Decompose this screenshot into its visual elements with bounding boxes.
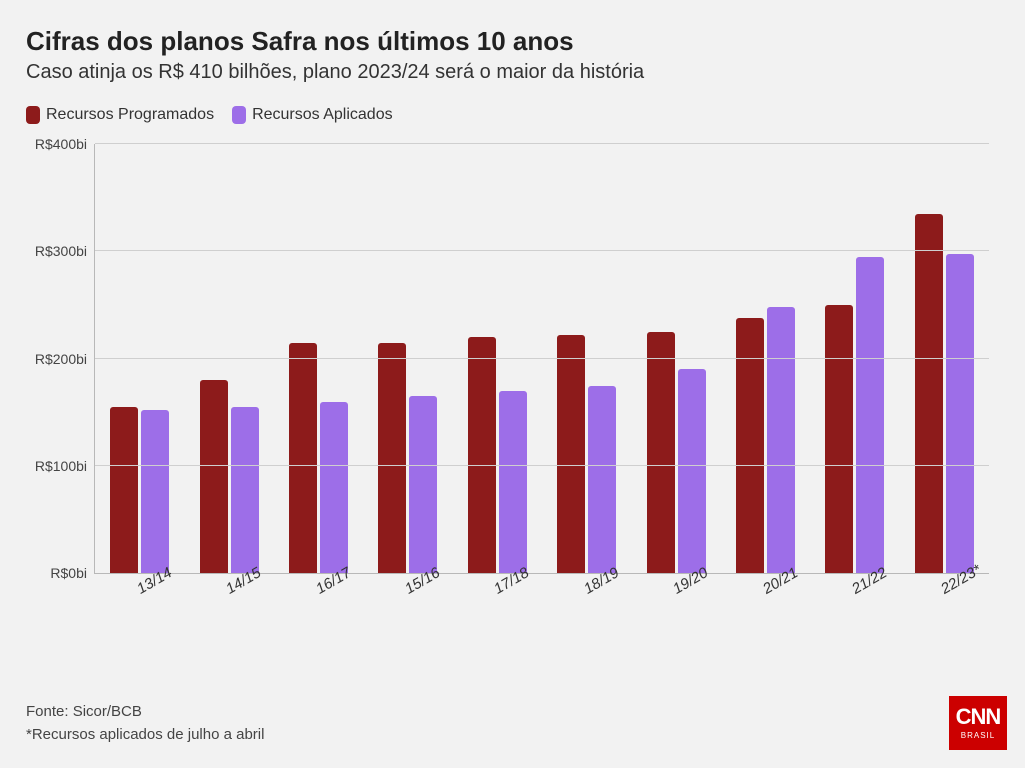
chart-footer: Fonte: Sicor/BCB *Recursos aplicados de … (26, 701, 264, 746)
footer-note: *Recursos aplicados de julho a abril (26, 724, 264, 747)
chart-container: Cifras dos planos Safra nos últimos 10 a… (0, 0, 1025, 768)
bar-programados (378, 343, 406, 574)
legend-swatch-aplicados (232, 106, 246, 124)
bar-aplicados (767, 307, 795, 573)
bars-area: 13/1414/1516/1715/1617/1818/1919/2020/21… (95, 144, 989, 573)
x-axis-label: 17/18 (491, 564, 532, 597)
gridline (95, 250, 989, 251)
y-axis-label: R$0bi (50, 565, 95, 581)
brand-main-text: CNN (956, 706, 1001, 728)
bar-programados (736, 318, 764, 573)
bar-aplicados (678, 369, 706, 573)
bar-programados (110, 407, 138, 573)
brand-sub-text: BRASIL (961, 731, 995, 740)
bar-group: 18/19 (542, 144, 631, 573)
gridline (95, 358, 989, 359)
bar-programados (557, 335, 585, 573)
bar-group: 20/21 (721, 144, 810, 573)
bar-group: 13/14 (95, 144, 184, 573)
legend-swatch-programados (26, 106, 40, 124)
legend-label-aplicados: Recursos Aplicados (252, 106, 393, 124)
bar-aplicados (499, 391, 527, 573)
bar-group: 21/22 (810, 144, 899, 573)
legend: Recursos Programados Recursos Aplicados (26, 106, 999, 124)
bar-programados (200, 380, 228, 573)
chart-subtitle: Caso atinja os R$ 410 bilhões, plano 202… (26, 61, 999, 84)
bar-aplicados (231, 407, 259, 573)
bar-aplicados (320, 402, 348, 574)
gridline (95, 143, 989, 144)
bar-aplicados (588, 386, 616, 574)
bar-group: 22/23* (900, 144, 989, 573)
legend-item-aplicados: Recursos Aplicados (232, 106, 393, 124)
bar-programados (915, 214, 943, 573)
chart-title: Cifras dos planos Safra nos últimos 10 a… (26, 26, 999, 57)
chart-plot-wrap: 13/1414/1516/1715/1617/1818/1919/2020/21… (26, 134, 999, 634)
y-axis-label: R$100bi (35, 458, 95, 474)
bar-group: 16/17 (274, 144, 363, 573)
bar-group: 14/15 (184, 144, 273, 573)
bar-programados (825, 305, 853, 573)
y-axis-label: R$300bi (35, 243, 95, 259)
y-axis-label: R$400bi (35, 136, 95, 152)
chart-plot: 13/1414/1516/1715/1617/1818/1919/2020/21… (94, 144, 989, 574)
bar-aplicados (141, 410, 169, 573)
bar-programados (468, 337, 496, 573)
y-axis-label: R$200bi (35, 351, 95, 367)
bar-group: 19/20 (631, 144, 720, 573)
bar-programados (289, 343, 317, 574)
bar-group: 15/16 (363, 144, 452, 573)
bar-group: 17/18 (453, 144, 542, 573)
gridline (95, 465, 989, 466)
cnn-brasil-logo: CNN BRASIL (949, 696, 1007, 750)
bar-programados (647, 332, 675, 573)
footer-source: Fonte: Sicor/BCB (26, 701, 264, 724)
bar-aplicados (409, 396, 437, 573)
bar-aplicados (856, 257, 884, 573)
legend-item-programados: Recursos Programados (26, 106, 214, 124)
legend-label-programados: Recursos Programados (46, 106, 214, 124)
bar-aplicados (946, 254, 974, 574)
